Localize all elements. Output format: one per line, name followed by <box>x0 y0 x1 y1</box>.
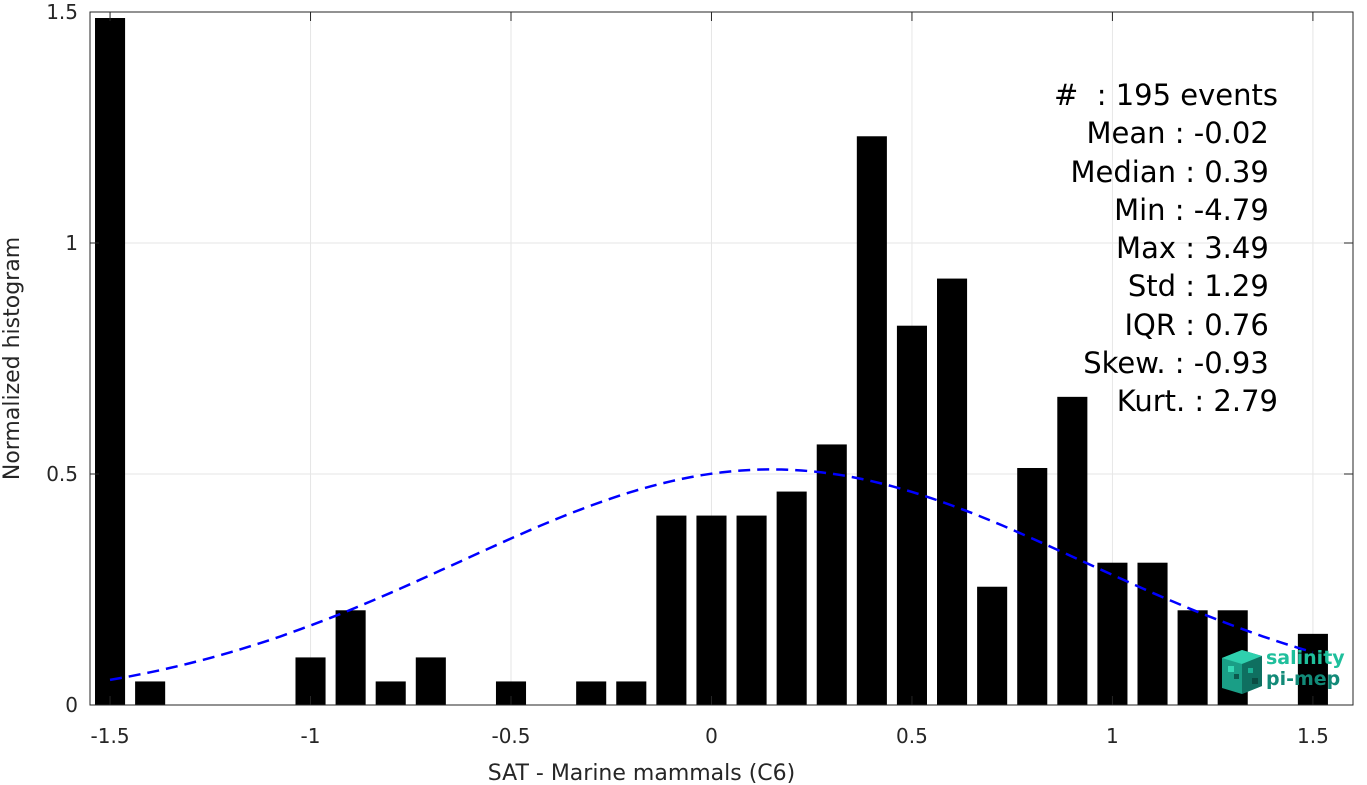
x-tick-label: 1.5 <box>1297 724 1329 748</box>
x-tick-label: -1.5 <box>91 724 130 748</box>
salinity-pimep-logo: salinity pi-mep <box>1218 648 1346 694</box>
histogram-bar <box>856 136 887 705</box>
histogram-bar <box>616 681 647 705</box>
x-tick-label: 0 <box>705 724 718 748</box>
histogram-bar <box>816 444 847 705</box>
histogram-bar <box>1097 562 1128 705</box>
histogram-bar <box>335 610 366 705</box>
histogram-bar <box>375 681 406 705</box>
x-axis-label: SAT - Marine mammals (C6) <box>488 761 796 785</box>
stat-median: Median : 0.39 <box>1070 154 1278 189</box>
histogram-bar <box>1177 610 1208 705</box>
histogram-bar <box>576 681 607 705</box>
histogram-bar <box>656 515 687 705</box>
y-tick-label: 0.5 <box>46 462 78 486</box>
histogram-bar <box>1017 467 1048 705</box>
histogram-bar <box>415 657 446 705</box>
axes-box <box>89 11 1354 706</box>
stat-iqr: IQR : 0.76 <box>1124 307 1278 342</box>
y-tick-label: 0 <box>65 693 78 717</box>
statistics-box: # : 195 events Mean : -0.02 Median : 0.3… <box>1054 76 1278 421</box>
y-tick-label: 1 <box>65 231 78 255</box>
logo-cube-icon <box>1222 650 1262 694</box>
histogram-bar <box>1137 562 1168 705</box>
histogram-bar <box>95 18 126 706</box>
x-tick-label: -0.5 <box>491 724 530 748</box>
x-tick-label: -1 <box>301 724 321 748</box>
histogram-bar <box>696 515 727 705</box>
stat-count: # : 195 events <box>1054 78 1278 112</box>
logo-line2: pi-mep <box>1266 668 1341 690</box>
normal-fit-curve <box>109 468 1314 682</box>
histogram-bar <box>495 681 527 705</box>
histogram-bar <box>896 325 927 705</box>
y-axis-label: Normalized histogram <box>0 237 25 480</box>
y-tick-label: 1.5 <box>46 0 78 24</box>
x-tick-label: 0.5 <box>896 724 928 748</box>
axis-ticks: -1.5 -1 -0.5 0 0.5 1 1.5 0 0.5 1 1.5 <box>46 0 1353 748</box>
histogram-bar <box>135 681 166 705</box>
stat-min: Min : -4.79 <box>1114 192 1278 227</box>
histogram-bar <box>977 586 1008 705</box>
histogram-bar <box>736 515 767 705</box>
logo-line1: salinity <box>1266 647 1345 669</box>
stat-mean: Mean : -0.02 <box>1086 116 1278 151</box>
stat-kurt: Kurt. : 2.79 <box>1116 384 1278 419</box>
stat-skew: Skew. : -0.93 <box>1083 346 1278 381</box>
stat-max: Max : 3.49 <box>1116 231 1278 266</box>
histogram-bar <box>776 491 807 705</box>
histogram-bar <box>937 278 968 705</box>
histogram-bar <box>1297 633 1328 705</box>
histogram-bar <box>1057 396 1088 705</box>
stat-std: Std : 1.29 <box>1127 269 1278 304</box>
x-tick-label: 1 <box>1106 724 1119 748</box>
